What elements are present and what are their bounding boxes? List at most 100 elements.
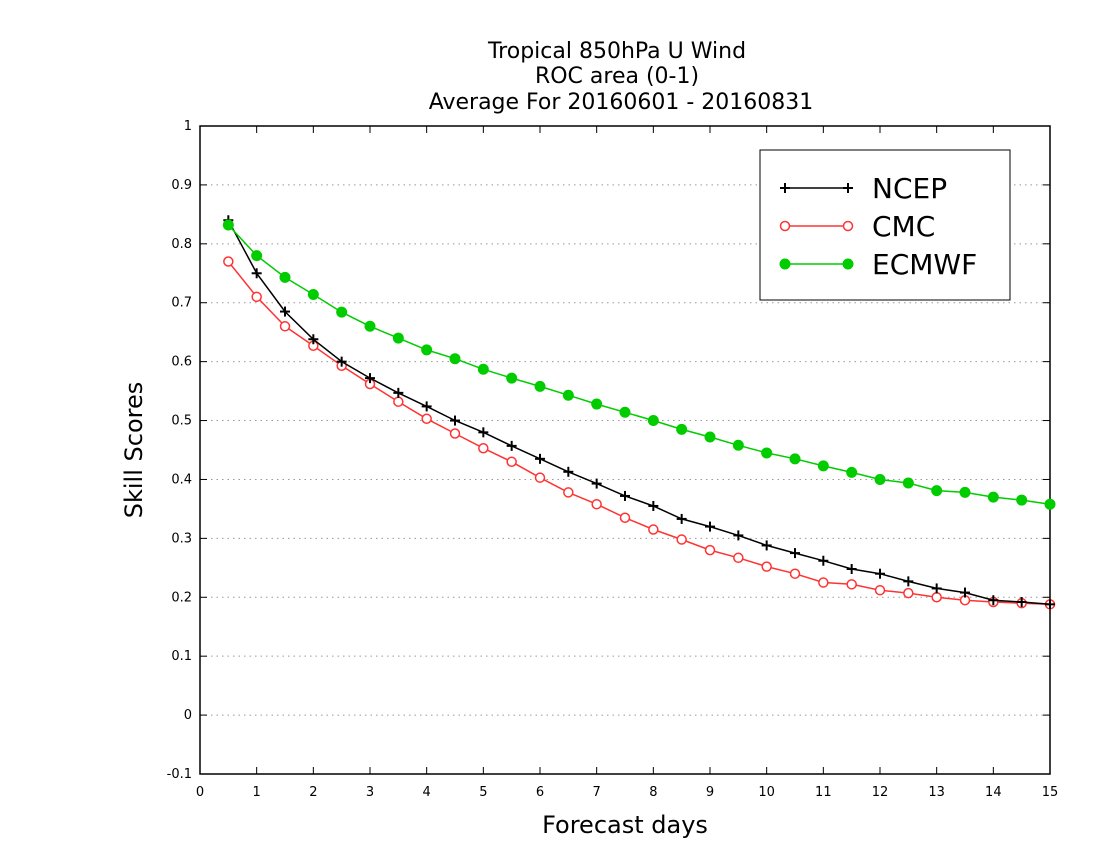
data-point-ncep (705, 521, 715, 532)
x-tick-label: 9 (706, 785, 714, 800)
data-point-ncep (478, 427, 489, 438)
data-point-ncep (251, 268, 262, 279)
x-tick-label: 7 (593, 785, 601, 800)
grid-lines (200, 184, 1050, 716)
y-tick-label: 0.3 (171, 531, 192, 546)
data-point-ecmwf (307, 288, 319, 300)
legend-marker-ecmwf (842, 258, 854, 270)
x-tick-label: 14 (985, 785, 1002, 800)
legend-marker-cmc (842, 220, 854, 232)
data-point-cmc (251, 291, 262, 303)
data-point-ecmwf (987, 491, 999, 503)
data-point-ecmwf (506, 372, 518, 384)
data-point-cmc (818, 577, 829, 588)
data-point-ncep (733, 530, 744, 541)
legend-entry-ncep: NCEP (780, 172, 947, 205)
data-point-cmc (591, 498, 602, 510)
data-point-ncep (1045, 599, 1055, 610)
x-tick-label: 0 (196, 785, 204, 800)
data-point-ncep (450, 415, 460, 426)
y-tick-label: -0.1 (167, 767, 192, 782)
data-point-ecmwf (732, 439, 744, 451)
data-point-ncep (591, 478, 602, 489)
data-point-cmc (449, 428, 461, 439)
data-point-cmc (874, 584, 886, 596)
data-point-ncep (875, 568, 885, 579)
data-point-ecmwf (421, 344, 433, 356)
data-point-ncep (648, 500, 659, 511)
data-point-ecmwf (676, 423, 688, 435)
x-tick-label: 12 (872, 785, 889, 800)
data-point-ecmwf (902, 477, 914, 489)
data-point-ncep (960, 587, 970, 598)
data-point-ecmwf (817, 460, 829, 472)
data-point-ecmwf (279, 271, 291, 283)
data-point-ncep (818, 555, 829, 566)
x-tick-label: 6 (536, 785, 544, 800)
x-tick-label: 4 (423, 785, 431, 800)
legend-marker-ecmwf (779, 258, 791, 270)
data-point-ecmwf (959, 486, 971, 498)
data-point-ncep (336, 356, 347, 367)
plot-frame (199, 125, 1051, 775)
x-axis-label: Forecast days (542, 811, 708, 839)
data-point-ecmwf (1044, 498, 1056, 510)
data-point-ecmwf (874, 473, 886, 485)
legend-marker-ncep (843, 183, 853, 193)
series-ncep (223, 215, 1055, 610)
data-point-ncep (761, 540, 772, 551)
data-point-cmc (676, 534, 687, 545)
y-tick-label: 0 (184, 708, 192, 723)
data-point-ncep (790, 548, 800, 559)
y-tick-label: 0.2 (171, 590, 192, 605)
data-point-ecmwf (591, 398, 603, 410)
x-tick-label: 11 (815, 785, 832, 800)
x-tick-label: 1 (253, 785, 261, 800)
legend-box (759, 149, 1011, 301)
data-point-cmc (704, 544, 716, 556)
y-tick-label: 0.7 (171, 296, 192, 311)
x-tick-label: 10 (758, 785, 775, 800)
data-point-ncep (563, 466, 574, 477)
data-point-ecmwf (789, 453, 801, 465)
data-point-ecmwf (931, 485, 943, 497)
x-tick-label: 5 (479, 785, 487, 800)
data-point-ncep (535, 453, 545, 464)
data-point-ncep (1016, 596, 1027, 607)
x-tick-label: 15 (1042, 785, 1059, 800)
series-cmc (223, 256, 1056, 610)
data-point-ncep (620, 490, 630, 501)
data-point-cmc (733, 552, 744, 564)
series-line-ncep (227, 219, 1051, 606)
legend: NCEP CMC ECMWF (759, 149, 1011, 301)
data-point-ecmwf (222, 219, 234, 231)
data-point-cmc (619, 512, 631, 523)
x-tick-label: 13 (928, 785, 945, 800)
data-point-cmc (846, 579, 857, 590)
data-point-ncep (308, 334, 319, 345)
chart-title-line-1: Tropical 850hPa U Wind (487, 39, 746, 64)
data-point-cmc (931, 592, 942, 603)
data-point-ncep (365, 373, 375, 384)
data-point-ecmwf (1016, 494, 1028, 506)
x-tick-label: 8 (649, 785, 657, 800)
legend-entry-ecmwf: ECMWF (779, 248, 977, 281)
data-point-ncep (903, 576, 914, 587)
data-point-ecmwf (619, 406, 631, 418)
data-point-ncep (280, 306, 290, 317)
data-point-ncep (421, 401, 432, 412)
y-tick-label: 0.4 (171, 472, 192, 487)
data-point-ecmwf (647, 415, 659, 427)
data-point-cmc (761, 561, 772, 572)
data-point-cmc (279, 321, 291, 332)
data-point-ncep (506, 440, 517, 451)
data-point-cmc (223, 256, 234, 267)
data-point-ecmwf (704, 431, 716, 443)
legend-label-ncep: NCEP (872, 172, 947, 205)
data-point-ncep (988, 595, 999, 606)
data-point-ncep (846, 563, 857, 574)
legend-marker-cmc (779, 220, 791, 232)
y-axis-label: Skill Scores (120, 382, 148, 519)
chart-title-line-3: Average For 20160601 - 20160831 (429, 90, 814, 115)
